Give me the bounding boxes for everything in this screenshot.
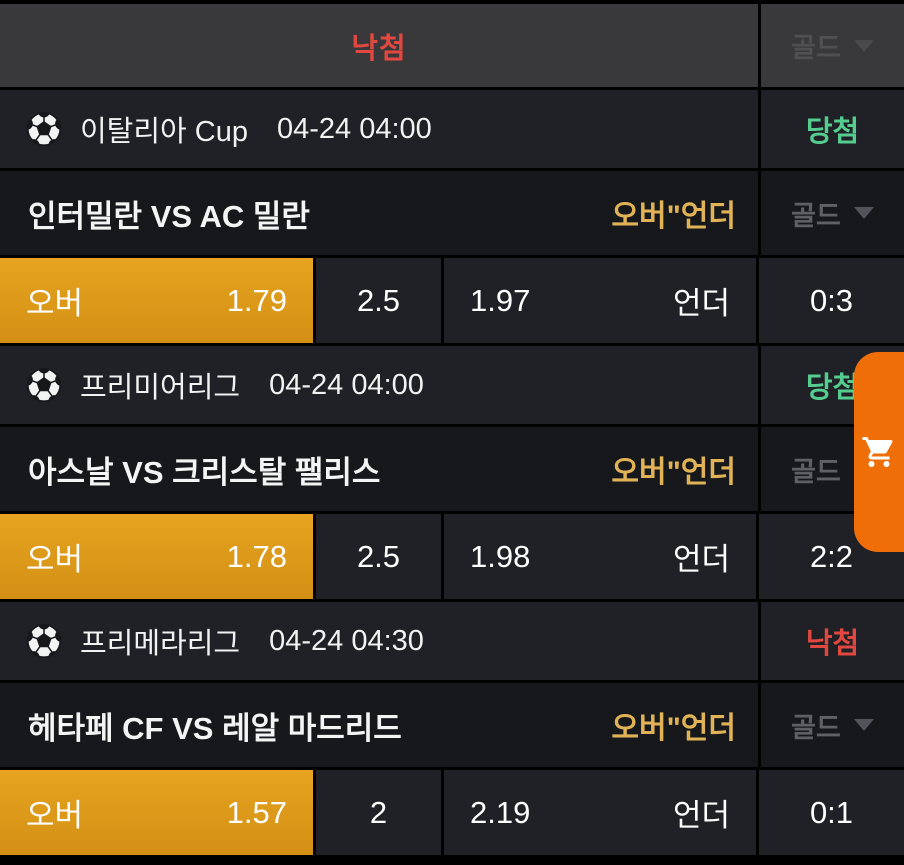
market-label: 오버"언더 <box>611 712 736 745</box>
teams-label: 헤타페 CF VS 레알 마드리드 <box>28 710 402 746</box>
pick-odds: 1.79 <box>226 282 287 318</box>
league-info: 프리메라리그 04-24 04:30 <box>0 602 758 680</box>
under-option[interactable]: 1.98 언더 <box>444 514 756 599</box>
header-status-area: 낙첨 <box>0 4 758 87</box>
chevron-down-icon <box>853 207 874 219</box>
header-currency-cell: 골드 <box>758 4 904 87</box>
match-currency-cell: 골드 <box>758 427 904 511</box>
soccer-ball-icon <box>25 622 63 660</box>
over-option-selected[interactable]: 오버 1.79 <box>0 258 313 343</box>
result-badge: 당첨 <box>805 372 860 404</box>
match-datetime: 04-24 04:30 <box>269 624 424 657</box>
odds-row: 오버 1.78 2.5 1.98 언더 2:2 <box>0 514 904 599</box>
under-label: 언더 <box>672 542 730 577</box>
match-datetime: 04-24 04:00 <box>269 368 424 401</box>
pick-odds: 1.78 <box>226 538 287 574</box>
under-label: 언더 <box>672 286 730 321</box>
league-info: 이탈리아 Cup 04-24 04:00 <box>0 90 758 168</box>
under-odds: 1.98 <box>470 538 531 574</box>
line-value: 2.5 <box>316 514 441 599</box>
result-cell: 당첨 <box>758 346 904 424</box>
header-currency-dropdown[interactable]: 골드 <box>791 26 874 65</box>
market-label: 오버"언더 <box>611 456 736 489</box>
league-header-row: 이탈리아 Cup 04-24 04:00 당첨 <box>0 90 904 168</box>
result-cell: 낙첨 <box>758 602 904 680</box>
line-value: 2 <box>316 770 441 855</box>
chevron-down-icon <box>853 39 874 52</box>
league-header-row: 프리메라리그 04-24 04:30 낙첨 <box>0 602 904 680</box>
line-value: 2.5 <box>316 258 441 343</box>
match-row: 인터밀란 VS AC 밀란 오버"언더 골드 <box>0 171 904 255</box>
match-row: 아스날 VS 크리스탈 팰리스 오버"언더 골드 <box>0 427 904 511</box>
betting-cart-button[interactable] <box>854 352 904 552</box>
match-currency-dropdown[interactable]: 골드 <box>791 194 874 233</box>
league-header-row: 프리미어리그 04-24 04:00 당첨 <box>0 346 904 424</box>
score-cell: 0:1 <box>759 770 904 855</box>
score: 2:2 <box>809 538 854 574</box>
over-option-selected[interactable]: 오버 1.57 <box>0 770 313 855</box>
over-option-selected[interactable]: 오버 1.78 <box>0 514 313 599</box>
match-currency-cell: 골드 <box>758 171 904 255</box>
under-option[interactable]: 2.19 언더 <box>444 770 756 855</box>
header-bar: 낙첨 골드 <box>0 4 904 87</box>
result-badge: 낙첨 <box>805 628 860 660</box>
score-cell: 0:3 <box>759 258 904 343</box>
under-odds: 1.97 <box>470 282 531 318</box>
league-name: 프리메라리그 <box>80 628 241 660</box>
pick-label: 오버 <box>26 798 84 833</box>
odds-row: 오버 1.79 2.5 1.97 언더 0:3 <box>0 258 904 343</box>
pick-odds: 1.57 <box>226 794 287 830</box>
score-cell: 2:2 <box>759 514 904 599</box>
league-name: 프리미어리그 <box>80 372 241 404</box>
cart-icon <box>862 436 893 467</box>
overall-status-label: 낙첨 <box>351 32 407 65</box>
currency-label: 골드 <box>791 33 841 63</box>
score: 0:3 <box>809 282 854 318</box>
league-info: 프리미어리그 04-24 04:00 <box>0 346 758 424</box>
chevron-down-icon <box>853 719 874 731</box>
match-row: 헤타페 CF VS 레알 마드리드 오버"언더 골드 <box>0 683 904 767</box>
result-badge: 당첨 <box>805 116 860 148</box>
soccer-ball-icon <box>25 366 63 404</box>
match-currency-dropdown[interactable]: 골드 <box>791 450 874 489</box>
currency-label: 골드 <box>791 456 841 487</box>
score: 0:1 <box>809 794 854 830</box>
pick-label: 오버 <box>26 286 84 321</box>
match-info: 헤타페 CF VS 레알 마드리드 오버"언더 <box>0 683 758 767</box>
result-cell: 당첨 <box>758 90 904 168</box>
under-odds: 2.19 <box>470 794 531 830</box>
match-info: 아스날 VS 크리스탈 팰리스 오버"언더 <box>0 427 758 511</box>
teams-label: 아스날 VS 크리스탈 팰리스 <box>28 454 381 490</box>
match-currency-dropdown[interactable]: 골드 <box>791 706 874 745</box>
under-label: 언더 <box>672 798 730 833</box>
match-info: 인터밀란 VS AC 밀란 오버"언더 <box>0 171 758 255</box>
match-currency-cell: 골드 <box>758 683 904 767</box>
under-option[interactable]: 1.97 언더 <box>444 258 756 343</box>
pick-label: 오버 <box>26 542 84 577</box>
currency-label: 골드 <box>791 712 841 743</box>
market-label: 오버"언더 <box>611 200 736 233</box>
currency-label: 골드 <box>791 200 841 231</box>
league-name: 이탈리아 Cup <box>80 116 248 148</box>
odds-row: 오버 1.57 2 2.19 언더 0:1 <box>0 770 904 855</box>
soccer-ball-icon <box>25 110 63 148</box>
match-datetime: 04-24 04:00 <box>276 112 432 145</box>
teams-label: 인터밀란 VS AC 밀란 <box>28 198 310 234</box>
